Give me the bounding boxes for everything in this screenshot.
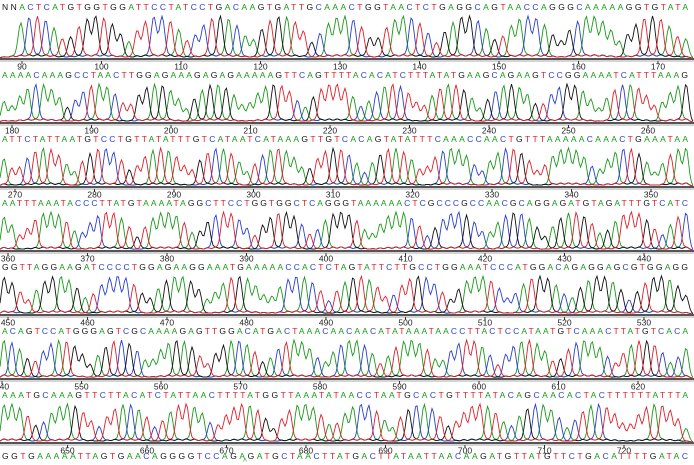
tick-label: 270 bbox=[8, 189, 22, 199]
tick-label: 330 bbox=[485, 189, 499, 199]
tick-label: 140 bbox=[412, 61, 426, 71]
trace-t bbox=[0, 274, 694, 315]
tick-label: 460 bbox=[80, 317, 94, 327]
tick-label: 390 bbox=[239, 253, 253, 263]
tick-label: 210 bbox=[243, 125, 257, 135]
tick-label: 180 bbox=[5, 125, 19, 135]
tick-label: 430 bbox=[557, 253, 571, 263]
tick-label: 370 bbox=[80, 253, 94, 263]
tick-label: 480 bbox=[239, 317, 253, 327]
tick-label: 380 bbox=[160, 253, 174, 263]
tick-label: 660 bbox=[140, 445, 154, 455]
tick-label: 520 bbox=[557, 317, 571, 327]
tick-label: 410 bbox=[398, 253, 412, 263]
tick-label: 160 bbox=[571, 61, 585, 71]
tick-label: 720 bbox=[617, 445, 631, 455]
tick-label: 200 bbox=[164, 125, 178, 135]
tick-label: 340 bbox=[564, 189, 578, 199]
trace-t bbox=[0, 338, 694, 379]
tick-label: 550 bbox=[74, 381, 88, 391]
tick-label: 570 bbox=[233, 381, 247, 391]
tick-label: 280 bbox=[87, 189, 101, 199]
cursor-caret: ^ bbox=[243, 456, 247, 465]
tick-label: 620 bbox=[631, 381, 645, 391]
trace-t bbox=[0, 16, 694, 59]
tick-label: 510 bbox=[478, 317, 492, 327]
trace-g bbox=[0, 210, 694, 251]
tick-label: 170 bbox=[651, 61, 665, 71]
tick-label: 700 bbox=[458, 445, 472, 455]
tick-label: 680 bbox=[299, 445, 313, 455]
tick-label: 490 bbox=[319, 317, 333, 327]
tick-label: 230 bbox=[402, 125, 416, 135]
tick-label: 130 bbox=[333, 61, 347, 71]
tick-label: 320 bbox=[405, 189, 419, 199]
tick-label: 470 bbox=[160, 317, 174, 327]
tick-label: 650 bbox=[60, 445, 74, 455]
tick-label: 500 bbox=[398, 317, 412, 327]
tick-label: 580 bbox=[313, 381, 327, 391]
tick-label: 530 bbox=[637, 317, 651, 327]
tick-label: 420 bbox=[478, 253, 492, 263]
trace-c bbox=[0, 339, 694, 379]
tick-label: 300 bbox=[246, 189, 260, 199]
tick-label: 350 bbox=[644, 189, 658, 199]
tick-label: 540 bbox=[0, 381, 9, 391]
tick-label: 440 bbox=[637, 253, 651, 263]
tick-label: 120 bbox=[253, 61, 267, 71]
tick-label: 610 bbox=[551, 381, 565, 391]
tick-label: 450 bbox=[1, 317, 15, 327]
trace-t bbox=[0, 83, 694, 123]
tick-label: 260 bbox=[641, 125, 655, 135]
tick-label: 290 bbox=[167, 189, 181, 199]
tick-label: 100 bbox=[94, 61, 108, 71]
trace-t bbox=[0, 402, 694, 443]
tick-label: 600 bbox=[472, 381, 486, 391]
trace-t bbox=[0, 146, 694, 187]
tick-label: 670 bbox=[219, 445, 233, 455]
tick-label: 400 bbox=[319, 253, 333, 263]
tick-label: 590 bbox=[392, 381, 406, 391]
tick-label: 690 bbox=[378, 445, 392, 455]
tick-label: 360 bbox=[1, 253, 15, 263]
tick-label: 250 bbox=[561, 125, 575, 135]
tick-label: 110 bbox=[174, 61, 188, 71]
tick-label: 190 bbox=[84, 125, 98, 135]
tick-label: 310 bbox=[326, 189, 340, 199]
tick-label: 220 bbox=[323, 125, 337, 135]
tick-label: 90 bbox=[17, 61, 27, 71]
tick-label: 240 bbox=[482, 125, 496, 135]
tick-label: 710 bbox=[537, 445, 551, 455]
tick-label: 150 bbox=[492, 61, 506, 71]
tick-label: 560 bbox=[154, 381, 168, 391]
trace-t bbox=[0, 210, 694, 251]
